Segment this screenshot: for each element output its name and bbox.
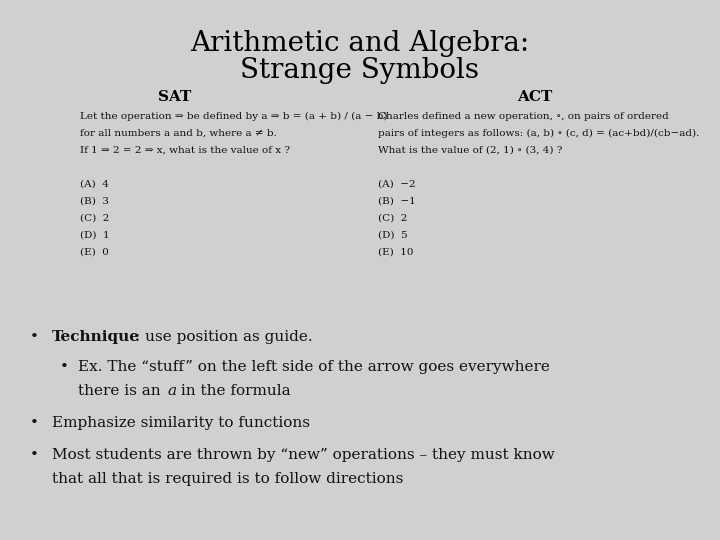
Text: there is an: there is an bbox=[78, 384, 166, 398]
Text: Ex. The “stuff” on the left side of the arrow goes everywhere: Ex. The “stuff” on the left side of the … bbox=[78, 360, 550, 374]
Text: SAT: SAT bbox=[158, 90, 192, 104]
Text: pairs of integers as follows: (a, b) ∘ (c, d) = (ac+bd)/(cb−ad).: pairs of integers as follows: (a, b) ∘ (… bbox=[378, 129, 699, 138]
Text: (D)  5: (D) 5 bbox=[378, 231, 408, 240]
Text: (E)  0: (E) 0 bbox=[80, 248, 109, 257]
Text: Arithmetic and Algebra:: Arithmetic and Algebra: bbox=[190, 30, 530, 57]
Text: •: • bbox=[30, 416, 39, 430]
Text: (B)  −1: (B) −1 bbox=[378, 197, 415, 206]
Text: (A)  4: (A) 4 bbox=[80, 180, 109, 189]
Text: (D)  1: (D) 1 bbox=[80, 231, 109, 240]
Text: (E)  10: (E) 10 bbox=[378, 248, 413, 257]
Text: ACT: ACT bbox=[518, 90, 553, 104]
Text: (B)  3: (B) 3 bbox=[80, 197, 109, 206]
Text: for all numbers a and b, where a ≠ b.: for all numbers a and b, where a ≠ b. bbox=[80, 129, 277, 138]
Text: Strange Symbols: Strange Symbols bbox=[240, 57, 480, 84]
Text: in the formula: in the formula bbox=[176, 384, 291, 398]
Text: Emphasize similarity to functions: Emphasize similarity to functions bbox=[52, 416, 310, 430]
Text: (C)  2: (C) 2 bbox=[378, 214, 408, 223]
Text: •: • bbox=[30, 448, 39, 462]
Text: •: • bbox=[30, 330, 39, 344]
Text: : use position as guide.: : use position as guide. bbox=[135, 330, 312, 344]
Text: that all that is required is to follow directions: that all that is required is to follow d… bbox=[52, 472, 403, 486]
Text: (C)  2: (C) 2 bbox=[80, 214, 109, 223]
Text: What is the value of (2, 1) ∘ (3, 4) ?: What is the value of (2, 1) ∘ (3, 4) ? bbox=[378, 146, 562, 155]
Text: Most students are thrown by “new” operations – they must know: Most students are thrown by “new” operat… bbox=[52, 448, 554, 462]
Text: (A)  −2: (A) −2 bbox=[378, 180, 415, 189]
Text: If 1 ⇒ 2 = 2 ⇒ x, what is the value of x ?: If 1 ⇒ 2 = 2 ⇒ x, what is the value of x… bbox=[80, 146, 290, 155]
Text: Technique: Technique bbox=[52, 330, 140, 344]
Text: Charles defined a new operation, ∘, on pairs of ordered: Charles defined a new operation, ∘, on p… bbox=[378, 112, 669, 121]
Text: a: a bbox=[167, 384, 176, 398]
Text: •: • bbox=[60, 360, 69, 374]
Text: Let the operation ⇒ be defined by a ⇒ b = (a + b) / (a − b): Let the operation ⇒ be defined by a ⇒ b … bbox=[80, 112, 387, 121]
